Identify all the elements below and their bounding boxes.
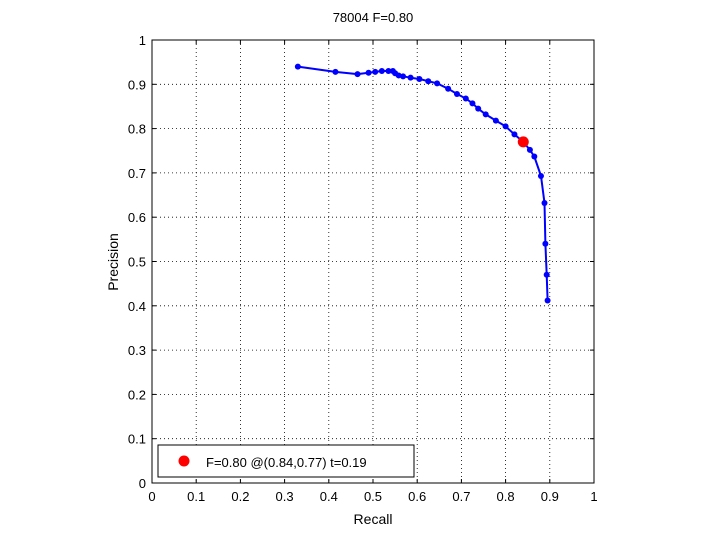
best-f-point xyxy=(517,136,529,148)
x-tick-label: 0.2 xyxy=(231,489,249,504)
x-tick-label: 0.5 xyxy=(364,489,382,504)
data-point xyxy=(445,85,452,92)
data-point xyxy=(542,240,549,247)
data-point xyxy=(372,68,379,75)
legend: F=0.80 @(0.84,0.77) t=0.19 xyxy=(157,444,415,478)
y-tick-label: 0.1 xyxy=(128,432,146,447)
x-tick-label: 0.3 xyxy=(276,489,294,504)
data-point xyxy=(511,131,518,138)
y-tick-label: 1 xyxy=(139,33,146,48)
data-point xyxy=(354,71,361,78)
data-point xyxy=(425,78,432,85)
x-axis-label: Recall xyxy=(354,511,393,527)
data-point xyxy=(416,75,423,82)
chart-title: 78004 F=0.80 xyxy=(333,10,414,25)
x-tick-label: 0.4 xyxy=(320,489,338,504)
legend-entry: F=0.80 @(0.84,0.77) t=0.19 xyxy=(206,455,367,470)
y-tick-label: 0 xyxy=(139,476,146,491)
y-tick-labels: 0 0.1 0.2 0.3 0.4 0.5 0.6 0.7 0.8 0.9 1 xyxy=(128,33,146,491)
x-tick-label: 0 xyxy=(148,489,155,504)
series-layer xyxy=(294,63,551,304)
data-point xyxy=(385,68,392,75)
grid-lines xyxy=(152,40,594,483)
data-point xyxy=(526,146,533,153)
data-point xyxy=(453,91,460,98)
y-tick-label: 0.2 xyxy=(128,387,146,402)
data-point xyxy=(543,271,550,278)
y-tick-label: 0.9 xyxy=(128,77,146,92)
data-point xyxy=(332,68,339,75)
x-tick-label: 0.8 xyxy=(497,489,515,504)
y-tick-label: 0.8 xyxy=(128,122,146,137)
y-tick-label: 0.5 xyxy=(128,255,146,270)
x-tick-label: 0.6 xyxy=(408,489,426,504)
data-point xyxy=(492,117,499,124)
legend-marker xyxy=(178,455,190,467)
y-tick-label: 0.6 xyxy=(128,210,146,225)
y-axis-label: Precision xyxy=(105,233,121,291)
data-point xyxy=(531,153,538,160)
x-tick-label: 0.9 xyxy=(541,489,559,504)
x-tick-label: 0.1 xyxy=(187,489,205,504)
data-point xyxy=(541,200,548,207)
y-tick-label: 0.4 xyxy=(128,299,146,314)
data-point xyxy=(365,69,372,76)
data-point xyxy=(462,95,469,102)
data-point xyxy=(294,63,301,70)
plot-frame xyxy=(151,39,595,484)
data-point xyxy=(407,74,414,81)
data-point xyxy=(434,80,441,87)
x-tick-label: 1 xyxy=(590,489,597,504)
data-point xyxy=(544,297,551,304)
data-point xyxy=(482,111,489,118)
y-tick-label: 0.7 xyxy=(128,166,146,181)
data-point xyxy=(400,73,407,80)
x-tick-label: 0.7 xyxy=(452,489,470,504)
y-tick-label: 0.3 xyxy=(128,343,146,358)
data-point xyxy=(378,68,385,75)
data-point xyxy=(475,105,482,112)
legend-box xyxy=(157,444,415,478)
x-tick-labels: 0 0.1 0.2 0.3 0.4 0.5 0.6 0.7 0.8 0.9 1 xyxy=(148,489,597,504)
data-point xyxy=(537,173,544,180)
data-point xyxy=(469,100,476,107)
data-point xyxy=(502,123,509,130)
